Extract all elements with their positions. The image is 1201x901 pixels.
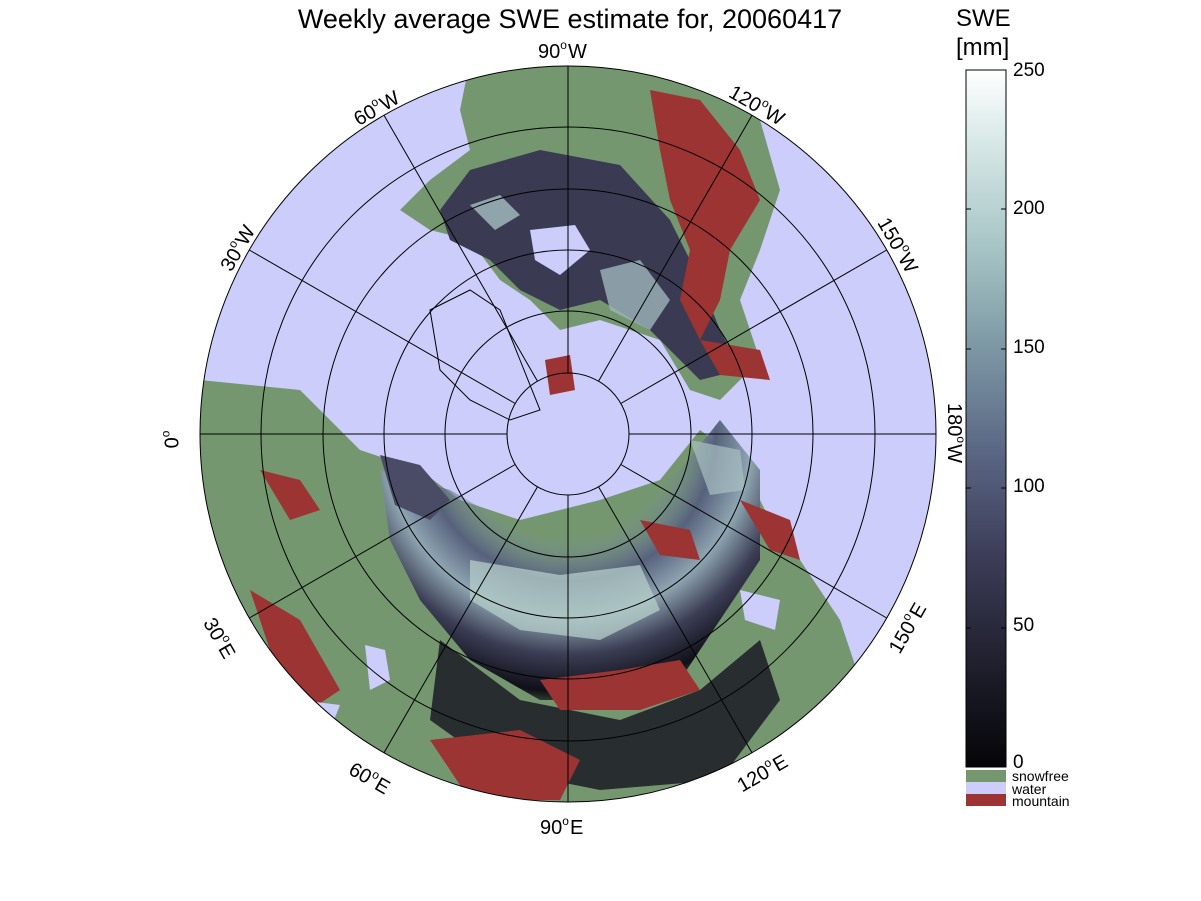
colorbar-title: SWE [mm] — [956, 4, 1011, 62]
meridian-line — [598, 486, 753, 753]
legend-swatch-mountain — [966, 794, 1006, 806]
meridian-line — [249, 464, 516, 619]
snow-bright-siberia — [690, 440, 745, 495]
caspian-sea — [365, 645, 390, 690]
mountain-alaska — [700, 340, 770, 380]
mountain-siberia-east — [740, 500, 800, 560]
meridian-label: 180oW — [942, 403, 968, 463]
snow-bright-north-america — [600, 260, 670, 330]
greenland — [429, 289, 541, 421]
colorbar-title-quantity: SWE — [956, 5, 1011, 32]
colorbar-tick-label: 250 — [1013, 60, 1045, 81]
legend-label-water: water — [1012, 781, 1047, 797]
meridian-label: 90oW — [538, 38, 587, 63]
meridian-label: 90oE — [540, 814, 584, 839]
meridian-label: 0o — [158, 430, 184, 449]
meridian-line — [620, 464, 887, 619]
legend-label-snowfree: snowfree — [1012, 768, 1069, 784]
mountain-himalaya — [430, 730, 580, 800]
meridian-line — [620, 249, 887, 404]
meridian-line — [249, 249, 516, 404]
colorbar-ticks — [966, 69, 1006, 768]
snow-bright-north-america-2 — [470, 195, 520, 230]
mountain-rockies — [650, 90, 760, 340]
meridian-line — [598, 115, 753, 382]
snow-bright-eurasia — [470, 560, 660, 640]
mountain-europe — [250, 590, 340, 710]
colorbar-tick-label: 100 — [1013, 476, 1045, 497]
legend-swatch-snowfree — [966, 770, 1006, 782]
snow-region-north-america — [440, 150, 740, 380]
meridian-line — [383, 486, 538, 753]
mountain-greenland-east — [545, 355, 575, 395]
colorbar-tick-label: 150 — [1013, 337, 1045, 358]
graticule — [200, 66, 936, 802]
colorbar-tick-label: 200 — [1013, 198, 1045, 219]
map-frame — [199, 65, 937, 803]
mountain-kamchatka — [640, 520, 700, 560]
meridian-line — [383, 115, 538, 382]
mountain-scandinavia — [260, 470, 320, 520]
legend-label-mountain: mountain — [1012, 793, 1070, 809]
mountain-central-asia — [540, 660, 700, 710]
black-sea — [300, 700, 340, 730]
map-title: Weekly average SWE estimate for, 2006041… — [297, 4, 843, 34]
colorbar-tick-label: 50 — [1013, 615, 1035, 636]
map-disc — [200, 66, 936, 802]
mountain-patches — [250, 90, 800, 800]
okhotsk-sea — [740, 590, 780, 630]
legend-swatch-water — [966, 782, 1006, 794]
colorbar-title-unit: [mm] — [956, 34, 1010, 61]
colorbar-tick-label: 0 — [1013, 752, 1024, 773]
colorbar — [965, 69, 1007, 768]
